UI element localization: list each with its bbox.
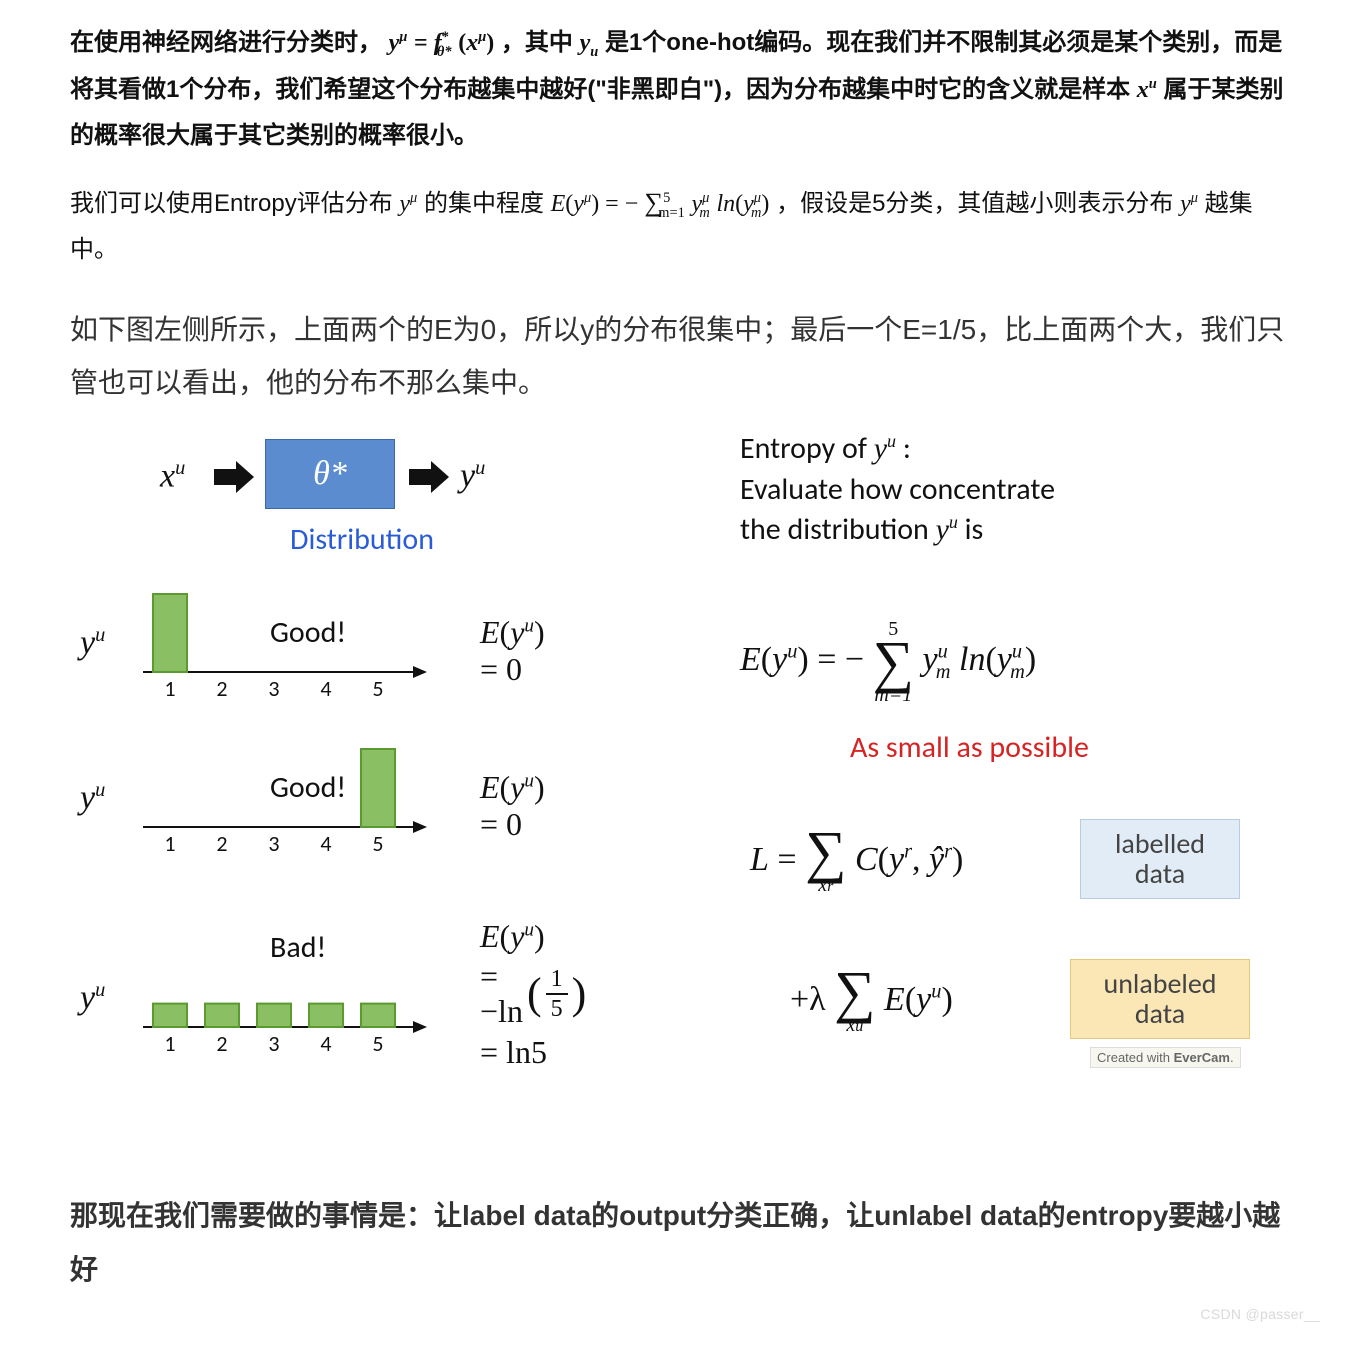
svg-text:2: 2 bbox=[216, 1030, 227, 1057]
entropy-header: Entropy of yu : Evaluate how concentrate… bbox=[740, 429, 1055, 551]
math-xu: xu bbox=[1137, 77, 1157, 103]
svg-text:2: 2 bbox=[216, 675, 227, 702]
evercam-badge: Created with EverCam. bbox=[1090, 1047, 1241, 1068]
bad-label: Bad! bbox=[270, 929, 326, 966]
svg-text:1: 1 bbox=[164, 830, 175, 857]
theta-box: θ* bbox=[265, 439, 395, 509]
page: 在使用神经网络进行分类时， yμ = f*θ* (xμ) ，其中 yu 是1个o… bbox=[0, 0, 1360, 1362]
entropy-formula: E(yu) = − 5 ∑ m=1 yum ln(yum) bbox=[740, 619, 1036, 705]
x-input: xu bbox=[160, 457, 185, 495]
distribution-label: Distribution bbox=[290, 521, 434, 558]
t: 在使用神经网络进行分类时， bbox=[70, 29, 382, 56]
svg-text:3: 3 bbox=[268, 675, 279, 702]
svg-text:4: 4 bbox=[320, 830, 331, 857]
svg-text:2: 2 bbox=[216, 830, 227, 857]
svg-text:5: 5 bbox=[372, 1030, 383, 1057]
labelled-tag: labelleddata bbox=[1080, 819, 1240, 899]
arrow-icon bbox=[405, 457, 453, 497]
svg-text:4: 4 bbox=[320, 1030, 331, 1057]
svg-text:4: 4 bbox=[320, 675, 331, 702]
t: 的集中程度 bbox=[424, 190, 544, 217]
svg-text:1: 1 bbox=[164, 675, 175, 702]
loss-unlabeled: +λ ∑ xu E(yu) bbox=[790, 969, 953, 1035]
eq-eln: E(yu) = −ln ( 1 5 ) = ln5 bbox=[480, 919, 586, 1070]
y-output: yu bbox=[460, 457, 485, 495]
t: ，其中 bbox=[501, 29, 573, 56]
svg-text:5: 5 bbox=[372, 830, 383, 857]
t: 我们可以使用Entropy评估分布 bbox=[70, 190, 393, 217]
loss-labelled: L = ∑ xr C(yr, ŷr) bbox=[750, 829, 963, 895]
eq-e0: E(yu) = 0 bbox=[480, 769, 545, 843]
figure: xu θ* yu Distribution Entropy of yu : Ev… bbox=[70, 429, 1290, 1159]
eq-e0: E(yu) = 0 bbox=[480, 614, 545, 688]
svg-text:1: 1 bbox=[164, 1030, 175, 1057]
svg-text:3: 3 bbox=[268, 830, 279, 857]
t: ，假设是5分类，其值越小则表示分布 bbox=[776, 190, 1180, 217]
svg-text:5: 5 bbox=[372, 675, 383, 702]
math-y: yμ bbox=[389, 30, 408, 56]
math-eq: = bbox=[414, 30, 434, 56]
red-note: As small as possible bbox=[850, 729, 1089, 766]
arrow-icon bbox=[210, 457, 258, 497]
math-yu: yu bbox=[580, 30, 599, 56]
para-4: 那现在我们需要做的事情是：让label data的output分类正确，让unl… bbox=[70, 1189, 1290, 1295]
good-label: Good! bbox=[270, 769, 346, 806]
good-label: Good! bbox=[270, 614, 346, 651]
para-1: 在使用神经网络进行分类时， yμ = f*θ* (xμ) ，其中 yu 是1个o… bbox=[70, 20, 1290, 159]
para-2: 我们可以使用Entropy评估分布 yμ 的集中程度 E(yμ) = − ∑5m… bbox=[70, 177, 1290, 273]
svg-text:3: 3 bbox=[268, 1030, 279, 1057]
para-3: 如下图左侧所示，上面两个的E为0，所以y的分布很集中；最后一个E=1/5，比上面… bbox=[70, 303, 1290, 409]
unlabeled-tag: unlabeleddata bbox=[1070, 959, 1250, 1039]
